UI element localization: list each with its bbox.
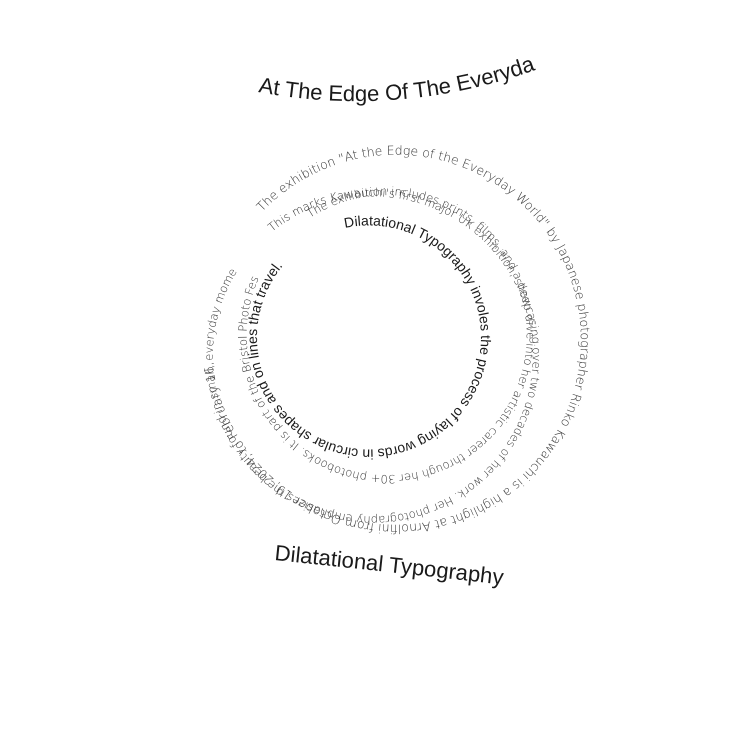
spiral-ring-4: Dilatational Typography involes the proc…: [244, 212, 494, 462]
spiral-ring-4-text: Dilatational Typography involes the proc…: [244, 212, 494, 462]
title-bottom-text: Dilatational Typography: [274, 540, 505, 590]
title-top: At The Edge Of The Everyday: [0, 0, 538, 106]
title-bottom: Dilatational Typography: [274, 540, 505, 590]
title-top-text: At The Edge Of The Everyday: [0, 0, 538, 106]
